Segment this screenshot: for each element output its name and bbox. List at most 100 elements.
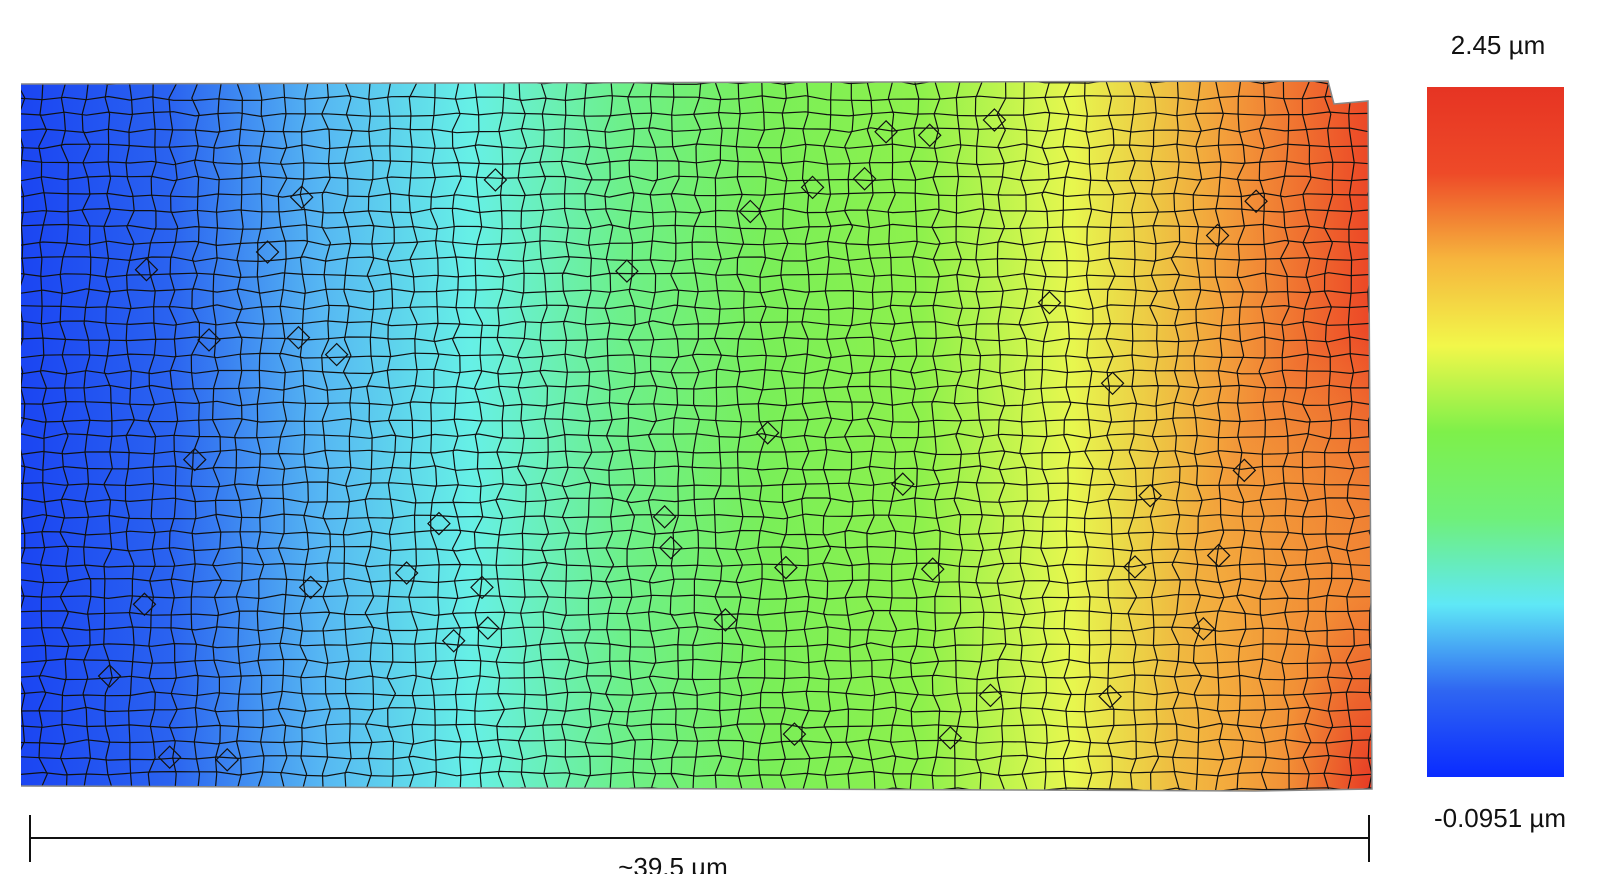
mesh-column-line bbox=[1323, 81, 1334, 791]
mesh-column-line bbox=[539, 81, 550, 791]
mesh-transition-cell bbox=[1123, 555, 1147, 579]
mesh-row-line bbox=[21, 593, 1372, 601]
mesh-row-line bbox=[21, 690, 1372, 697]
mesh-row-line bbox=[21, 738, 1372, 745]
mesh-transition-cell bbox=[298, 575, 323, 600]
mesh-row-line bbox=[21, 288, 1372, 295]
mesh-transition-cell bbox=[658, 535, 683, 560]
mesh-column-line bbox=[1083, 81, 1094, 791]
mesh-transition-cell bbox=[476, 616, 500, 640]
mesh-column-line bbox=[38, 81, 48, 791]
mesh-row-line bbox=[21, 609, 1372, 617]
mesh-column-line bbox=[1214, 81, 1225, 791]
colorbar-min-label: -0.0951 µm bbox=[1434, 803, 1566, 833]
mesh-column-line bbox=[843, 82, 855, 791]
mesh-column-line bbox=[473, 81, 484, 791]
mesh-column-line bbox=[321, 81, 332, 791]
colorbar-gradient bbox=[1427, 87, 1564, 777]
mesh-column-line bbox=[735, 81, 746, 791]
mesh-column-line bbox=[756, 81, 767, 791]
mesh-row-line bbox=[21, 754, 1372, 761]
mesh-row-line bbox=[21, 127, 1372, 134]
mesh-transition-cell bbox=[982, 108, 1007, 132]
mesh-column-line bbox=[21, 81, 26, 791]
field-hotspot bbox=[1170, 330, 1372, 791]
mesh-row-line bbox=[21, 111, 1372, 118]
mesh-transition-cell bbox=[1205, 223, 1230, 248]
mesh-row-line bbox=[21, 465, 1372, 472]
mesh-row-line bbox=[21, 95, 1372, 102]
mesh-column-line bbox=[211, 81, 223, 791]
mesh-transition-cell bbox=[938, 725, 963, 750]
mesh-transition-cell bbox=[1232, 458, 1257, 483]
mesh-row-line bbox=[21, 706, 1372, 713]
mesh-outline bbox=[20, 80, 1373, 792]
mesh-column-line bbox=[1061, 81, 1072, 791]
mesh-column-line bbox=[256, 81, 266, 791]
mesh-transition-cell bbox=[890, 472, 915, 497]
mesh-transition-cell bbox=[1098, 684, 1122, 709]
mesh-row-line bbox=[21, 191, 1372, 198]
mesh-column-line bbox=[669, 81, 680, 791]
mesh-row-line bbox=[21, 674, 1372, 681]
mesh-row-line bbox=[21, 770, 1372, 777]
mesh-column-line bbox=[996, 81, 1007, 791]
mesh-column-line bbox=[299, 81, 310, 791]
mesh-transition-cell bbox=[289, 185, 314, 210]
mesh-transition-cell bbox=[755, 421, 780, 445]
mesh-row-line bbox=[21, 529, 1372, 536]
mesh-row-line bbox=[21, 304, 1372, 311]
mesh-column-line bbox=[1236, 81, 1247, 791]
mesh-transition-cell bbox=[1206, 543, 1231, 568]
mesh-transition-cell bbox=[134, 257, 159, 282]
mesh-row-line bbox=[21, 545, 1372, 552]
mesh-transition-cell bbox=[470, 575, 494, 600]
mesh-transition-cell bbox=[774, 555, 798, 580]
mesh-transition-cell bbox=[920, 557, 945, 581]
mesh-row-line bbox=[21, 207, 1372, 214]
mesh-row-line bbox=[21, 143, 1372, 150]
mesh-row-line bbox=[21, 481, 1372, 488]
mesh-column-line bbox=[147, 81, 157, 791]
mesh-transition-cell bbox=[255, 240, 280, 264]
mesh-column-line bbox=[953, 81, 964, 791]
mesh-row-line bbox=[21, 352, 1372, 359]
mesh-row-line bbox=[21, 255, 1372, 263]
mesh-row-line bbox=[21, 272, 1372, 279]
mesh-transition-cell bbox=[132, 592, 157, 617]
colorbar-max-label: 2.45 µm bbox=[1451, 30, 1545, 60]
mesh-row-line bbox=[21, 658, 1372, 665]
mesh-column-line bbox=[495, 81, 506, 791]
mesh-row-line bbox=[21, 223, 1372, 230]
mesh-row-line bbox=[21, 320, 1372, 327]
mesh-column-line bbox=[691, 81, 702, 791]
mesh-transition-cell bbox=[427, 511, 451, 536]
mesh-column-line bbox=[887, 81, 898, 791]
mesh-row-line bbox=[21, 513, 1372, 520]
mesh-transition-cell bbox=[615, 259, 639, 283]
mesh-column-line bbox=[233, 81, 244, 791]
mesh-column-line bbox=[429, 81, 440, 791]
mesh-row-line bbox=[21, 642, 1372, 649]
mesh-row-line bbox=[21, 577, 1372, 584]
mesh-transition-cell bbox=[441, 628, 466, 653]
mesh-transition-cell bbox=[1244, 189, 1268, 214]
mesh-row-line bbox=[21, 722, 1372, 729]
mesh-column-line bbox=[974, 81, 985, 791]
mesh-column-line bbox=[647, 81, 658, 791]
mesh-column-line bbox=[59, 81, 70, 791]
scale-bar-label: ~39.5 µm bbox=[618, 852, 728, 874]
mesh-transition-cell bbox=[157, 745, 182, 770]
mesh-column-line bbox=[364, 81, 375, 791]
mesh-column-line bbox=[822, 81, 833, 791]
mesh-transition-cell bbox=[182, 447, 207, 472]
mesh-row-line bbox=[21, 159, 1372, 166]
mesh-column-line bbox=[909, 81, 920, 791]
mesh-transition-cell bbox=[394, 561, 419, 585]
mesh-transition-cell bbox=[738, 199, 763, 224]
mesh-transition-cell bbox=[197, 328, 221, 352]
mesh-transition-cell bbox=[97, 664, 122, 688]
mesh-row-line bbox=[21, 336, 1372, 343]
mesh-transition-cell bbox=[917, 123, 942, 148]
mesh-transition-cell bbox=[1138, 483, 1163, 508]
